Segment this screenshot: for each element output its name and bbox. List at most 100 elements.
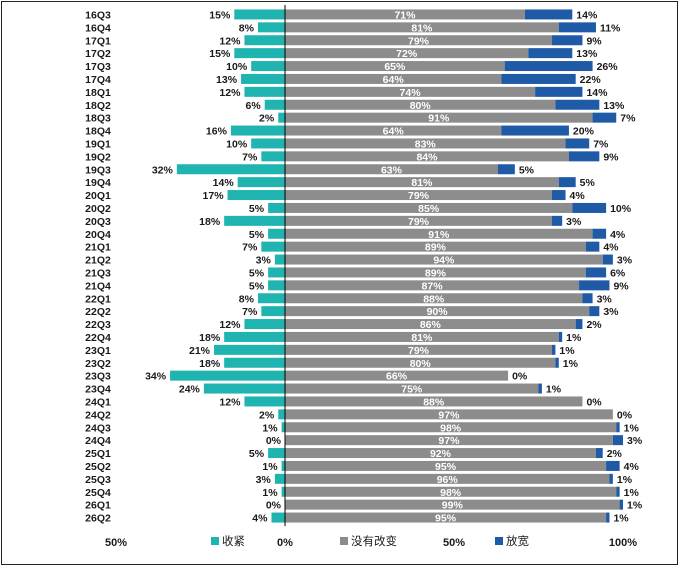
ease-value-label: 4% bbox=[570, 190, 586, 202]
tighten-bar bbox=[268, 280, 285, 291]
ease-value-label: 1% bbox=[617, 474, 633, 486]
legend-swatch bbox=[340, 537, 348, 545]
no-change-value-label: 89% bbox=[425, 267, 447, 279]
tighten-bar bbox=[268, 448, 285, 459]
category-label: 24Q2 bbox=[85, 409, 111, 421]
ease-value-label: 20% bbox=[573, 126, 595, 138]
category-label: 25Q1 bbox=[85, 448, 111, 460]
no-change-bar bbox=[285, 396, 583, 407]
ease-value-label: 2% bbox=[607, 448, 623, 460]
ease-bar bbox=[606, 460, 620, 471]
tighten-bar bbox=[224, 215, 285, 226]
no-change-value-label: 97% bbox=[438, 435, 460, 447]
category-label: 18Q2 bbox=[85, 100, 111, 112]
tighten-bar bbox=[261, 241, 285, 252]
ease-bar bbox=[612, 435, 623, 446]
ease-value-label: 14% bbox=[586, 87, 608, 99]
tighten-value-label: 2% bbox=[259, 409, 275, 421]
ease-value-label: 1% bbox=[546, 384, 562, 396]
no-change-value-label: 72% bbox=[396, 48, 418, 60]
no-change-value-label: 92% bbox=[430, 448, 452, 460]
tighten-bar bbox=[251, 138, 285, 149]
ease-bar bbox=[602, 254, 613, 265]
category-label: 21Q1 bbox=[85, 242, 111, 254]
category-label: 17Q2 bbox=[85, 48, 111, 60]
bars-layer bbox=[170, 9, 623, 523]
no-change-bar bbox=[285, 409, 613, 420]
tighten-value-label: 24% bbox=[179, 384, 201, 396]
ease-bar bbox=[619, 499, 623, 510]
ease-bar bbox=[501, 73, 576, 84]
category-label: 23Q2 bbox=[85, 358, 111, 370]
ease-bar bbox=[501, 125, 569, 136]
category-label: 17Q1 bbox=[85, 35, 111, 47]
ease-value-label: 13% bbox=[576, 48, 598, 60]
tighten-bar bbox=[227, 190, 285, 201]
tighten-value-label: 16% bbox=[206, 126, 228, 138]
category-label: 19Q2 bbox=[85, 151, 111, 163]
no-change-bar bbox=[285, 435, 613, 446]
no-change-bar bbox=[285, 331, 559, 342]
ease-bar bbox=[555, 357, 559, 368]
ease-value-label: 3% bbox=[566, 216, 582, 228]
no-change-value-label: 95% bbox=[435, 513, 457, 525]
no-change-value-label: 65% bbox=[384, 61, 406, 73]
tighten-value-label: 1% bbox=[262, 487, 278, 499]
ease-value-label: 10% bbox=[610, 203, 632, 215]
category-label: 22Q1 bbox=[85, 293, 111, 305]
no-change-value-label: 81% bbox=[411, 22, 433, 34]
legend-label: 收紧 bbox=[222, 534, 245, 548]
no-change-value-label: 79% bbox=[408, 35, 430, 47]
tighten-value-label: 12% bbox=[219, 319, 241, 331]
category-label: 20Q2 bbox=[85, 203, 111, 215]
x-tick-label: 100% bbox=[609, 537, 637, 549]
no-change-value-label: 74% bbox=[400, 87, 422, 99]
ease-bar bbox=[558, 22, 596, 33]
no-change-bar bbox=[285, 293, 583, 304]
ease-bar bbox=[535, 86, 583, 97]
ease-value-label: 5% bbox=[519, 164, 535, 176]
ease-value-label: 5% bbox=[580, 177, 596, 189]
tighten-value-label: 12% bbox=[219, 87, 241, 99]
x-tick-label: 0% bbox=[277, 537, 293, 549]
ease-bar bbox=[568, 151, 600, 162]
category-label: 21Q4 bbox=[85, 280, 111, 292]
tighten-bar bbox=[237, 177, 285, 188]
category-label: 21Q2 bbox=[85, 255, 111, 267]
category-label: 19Q1 bbox=[85, 138, 111, 150]
no-change-bar bbox=[285, 73, 502, 84]
ease-bar bbox=[565, 138, 590, 149]
no-change-value-label: 96% bbox=[437, 474, 459, 486]
ease-bar bbox=[595, 448, 603, 459]
tighten-bar bbox=[244, 35, 285, 46]
tighten-value-label: 13% bbox=[216, 74, 238, 86]
no-change-bar bbox=[285, 125, 502, 136]
no-change-bar bbox=[285, 306, 590, 317]
tighten-bar bbox=[281, 486, 285, 497]
ease-bar bbox=[528, 48, 573, 59]
no-change-bar bbox=[285, 164, 498, 175]
tighten-value-label: 5% bbox=[249, 267, 265, 279]
no-change-value-label: 80% bbox=[410, 358, 432, 370]
ease-value-label: 1% bbox=[627, 500, 643, 512]
tighten-value-label: 0% bbox=[266, 500, 282, 512]
tighten-value-label: 21% bbox=[189, 345, 211, 357]
tighten-bar bbox=[203, 383, 285, 394]
tighten-value-label: 12% bbox=[219, 396, 241, 408]
no-change-bar bbox=[285, 215, 553, 226]
labels-layer: 16Q3 15% 71% 14% 16Q4 8% 81% 11% 17Q1 12% 79% 9% 17Q… bbox=[85, 9, 643, 524]
no-change-bar bbox=[285, 499, 620, 510]
no-change-bar bbox=[285, 202, 573, 213]
no-change-value-label: 91% bbox=[428, 113, 450, 125]
no-change-value-label: 90% bbox=[427, 306, 449, 318]
ease-bar bbox=[589, 306, 600, 317]
no-change-value-label: 66% bbox=[386, 371, 408, 383]
tighten-value-label: 5% bbox=[249, 229, 265, 241]
legend-label: 没有改变 bbox=[351, 534, 397, 548]
ease-value-label: 11% bbox=[600, 22, 621, 34]
ease-bar bbox=[609, 473, 613, 484]
category-label: 16Q3 bbox=[85, 9, 111, 21]
no-change-bar bbox=[285, 280, 580, 291]
no-change-bar bbox=[285, 344, 553, 355]
no-change-bar bbox=[285, 422, 617, 433]
